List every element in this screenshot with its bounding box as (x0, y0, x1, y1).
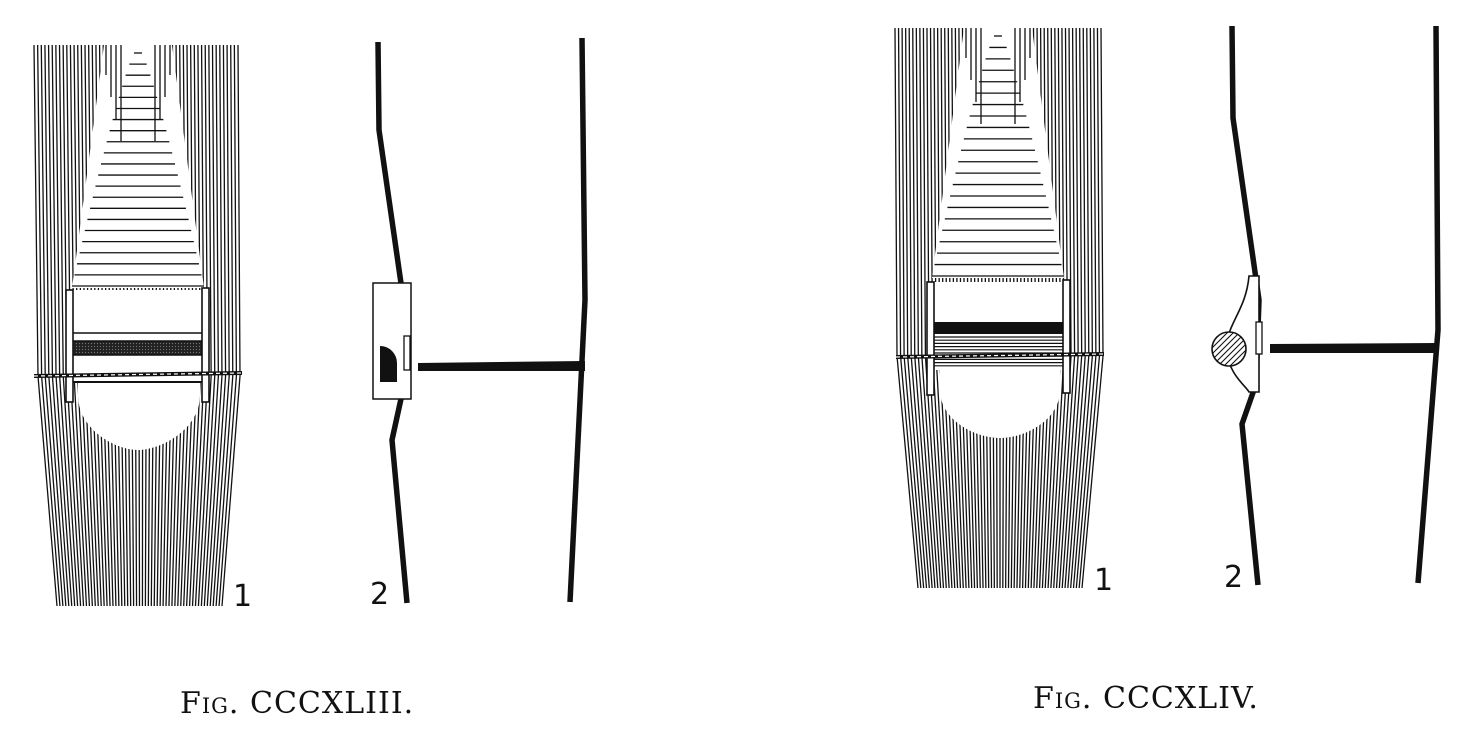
section-right-wall (567, 37, 588, 603)
figure-343: 1 2 (33, 37, 588, 614)
section-right-wall (1415, 25, 1441, 584)
vessel-lower-arch (940, 370, 1060, 438)
vessel-left-post (65, 289, 74, 403)
figure-344: 1 2 (894, 25, 1441, 598)
caption-prefix: Fig. (180, 686, 240, 721)
figure-343-view-2-section: 2 (370, 37, 588, 612)
figure-344-view-2-section: 2 (1211, 25, 1441, 595)
figure-caption-344: Fig. CCCXLIV. (1033, 681, 1259, 716)
vessel-right-post (201, 287, 210, 403)
vessel-lower-arch (78, 382, 200, 450)
view-label-1: 1 (1094, 563, 1113, 598)
figure-caption-343: Fig. CCCXLIII. (180, 686, 414, 721)
vessel-right-post (1062, 279, 1071, 394)
vessel-dark-band (71, 340, 205, 356)
vessel-stepped-panel (932, 28, 1064, 278)
caption-numeral: CCCXLIV. (1102, 681, 1259, 716)
vessel-window (70, 290, 206, 382)
section-half-circle (380, 346, 397, 382)
view-label-2: 2 (370, 577, 389, 612)
vessel-left-post (926, 281, 935, 396)
section-rod (418, 361, 585, 371)
figure-343-view-1-ribbed-vessel: 1 (33, 44, 252, 614)
caption-prefix: Fig. (1033, 681, 1093, 716)
vessel-ring (33, 371, 243, 378)
vessel-dark-band (932, 322, 1066, 334)
section-hatched-circle (1211, 331, 1247, 367)
vessel-ring (895, 352, 1105, 359)
figure-344-view-1-ribbed-vessel: 1 (894, 27, 1113, 598)
section-rod (1270, 343, 1438, 353)
view-label-1: 1 (233, 579, 252, 614)
vessel-stepped-panel (72, 45, 204, 288)
view-label-2: 2 (1224, 560, 1243, 595)
caption-numeral: CCCXLIII. (249, 686, 415, 721)
